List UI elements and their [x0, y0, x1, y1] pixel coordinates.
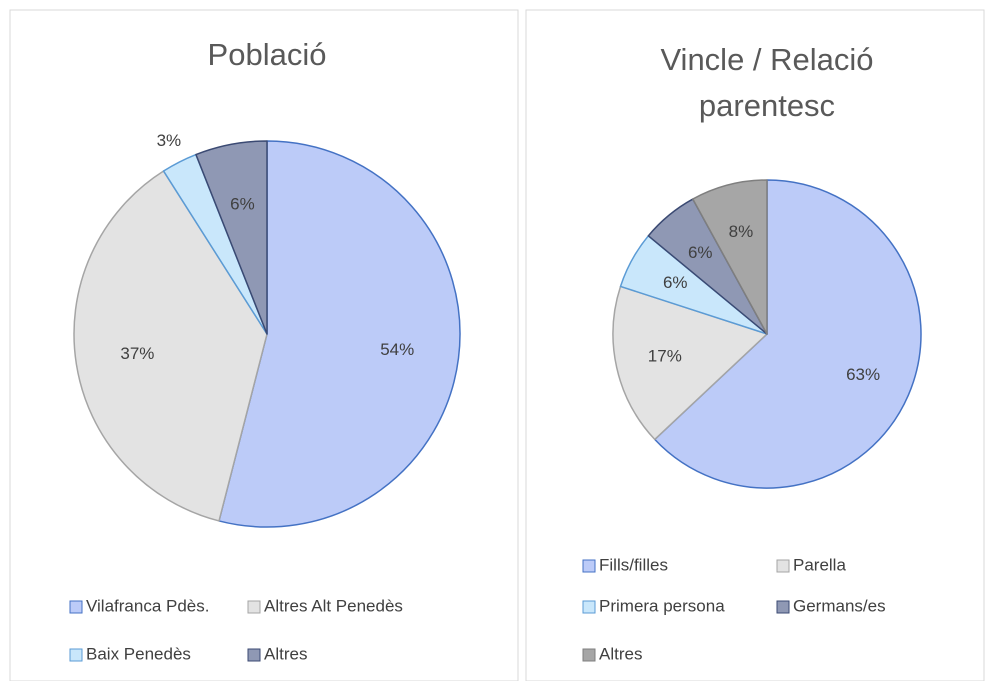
legend-swatch — [582, 600, 596, 614]
legend-label: Altres — [599, 644, 642, 663]
panel-frame — [525, 9, 985, 681]
legend-swatch — [776, 559, 790, 573]
chart-title: Població — [207, 37, 327, 72]
data-label: 6% — [230, 195, 255, 214]
legend-swatch — [582, 648, 596, 662]
legend-label: Vilafranca Pdès. — [86, 596, 209, 615]
legend-label: Fills/filles — [599, 555, 668, 574]
data-label: 54% — [380, 340, 414, 359]
panel-frame — [9, 9, 519, 681]
pie-slice — [692, 179, 768, 335]
data-label: 6% — [663, 273, 688, 292]
legend-swatch — [776, 600, 790, 614]
legend-label: Germans/es — [793, 596, 886, 615]
legend-label: Altres Alt Penedès — [264, 596, 403, 615]
legend-label: Baix Penedès — [86, 644, 191, 663]
data-label: 6% — [688, 243, 713, 262]
pie-slice — [218, 140, 461, 528]
legend-swatch — [247, 600, 261, 614]
pie-slice — [195, 140, 268, 335]
chart-title: Vincle / Relació parentesc — [660, 42, 874, 123]
legend-swatch — [582, 559, 596, 573]
legend-swatch — [247, 648, 261, 662]
data-label: 17% — [648, 346, 682, 365]
data-label: 8% — [729, 222, 754, 241]
pie-slice — [653, 179, 922, 489]
legend-label: Parella — [793, 555, 846, 574]
legend-label: Altres — [264, 644, 307, 663]
legend-swatch — [69, 600, 83, 614]
pie-slice — [612, 285, 768, 441]
legend-label: Primera persona — [599, 596, 725, 615]
data-label: 3% — [157, 131, 182, 150]
legend-swatch — [69, 648, 83, 662]
data-label: 37% — [120, 344, 154, 363]
data-label: 63% — [846, 365, 880, 384]
